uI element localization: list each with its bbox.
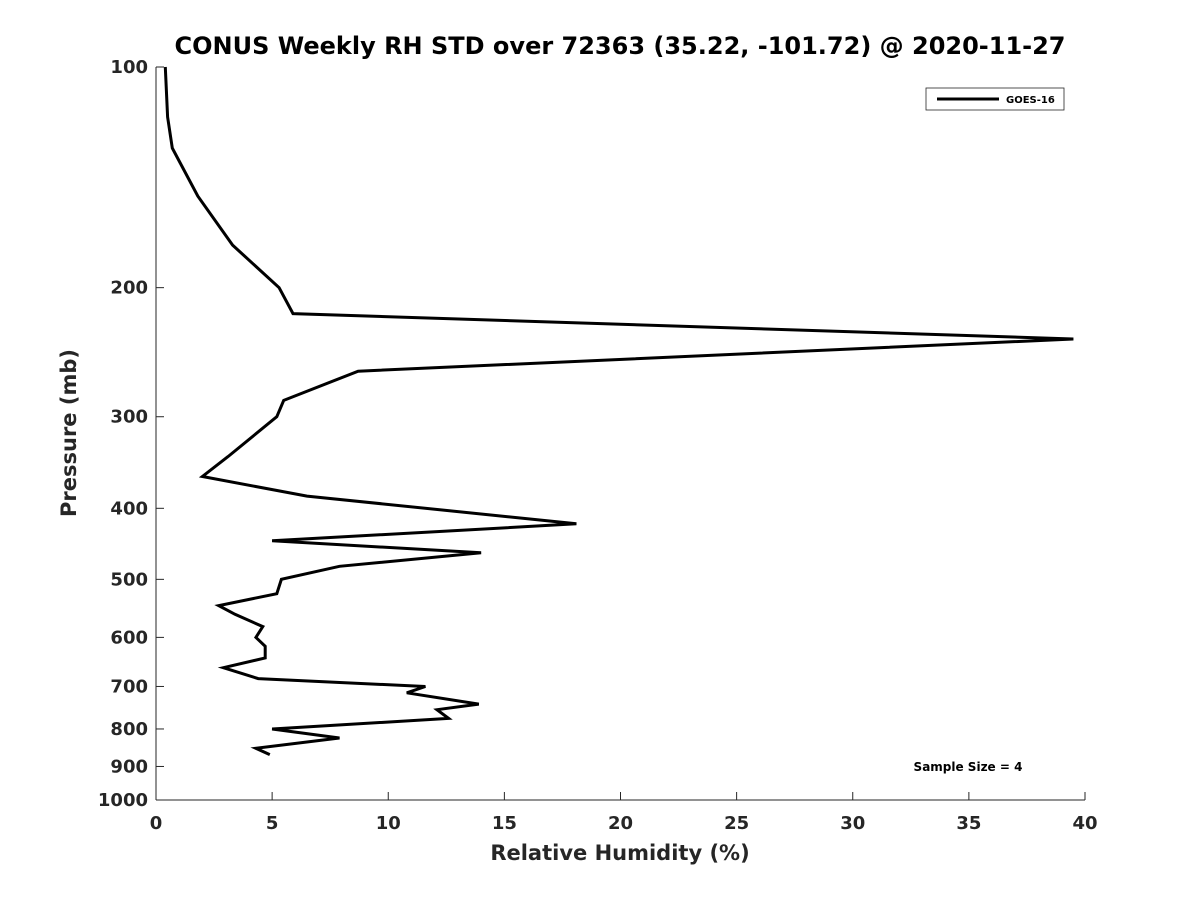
- x-tick-label-0: 0: [150, 813, 163, 834]
- x-axis-label: Relative Humidity (%): [490, 841, 749, 865]
- x-tick-label-40: 40: [1072, 813, 1097, 834]
- y-tick-label-800: 800: [110, 719, 148, 740]
- x-tick-label-25: 25: [724, 813, 749, 834]
- series-layer: [163, 66, 1074, 756]
- plot-area: [156, 67, 1085, 800]
- x-tick-label-35: 35: [956, 813, 981, 834]
- y-tick-label-300: 300: [110, 407, 148, 428]
- y-tick-label-600: 600: [110, 627, 148, 648]
- x-tick-label-10: 10: [376, 813, 401, 834]
- y-tick-label-100: 100: [110, 57, 148, 78]
- x-tick-label-5: 5: [266, 813, 279, 834]
- sample-size-annotation: Sample Size = 4: [914, 760, 1023, 774]
- x-tick-label-15: 15: [492, 813, 517, 834]
- y-axis-label: Pressure (mb): [57, 349, 81, 517]
- legend-entry-goes-16: GOES-16: [1006, 95, 1055, 106]
- y-axis-ticks: 100 200 300 400 500 600 700 800 900 1000: [98, 57, 164, 811]
- x-axis-ticks: 0 5 10 15 20 25 30 35 40: [150, 792, 1098, 834]
- series-line-goes-16: [163, 66, 1074, 756]
- y-tick-label-500: 500: [110, 569, 148, 590]
- legend: GOES-16: [925, 87, 1065, 111]
- y-tick-label-200: 200: [110, 278, 148, 299]
- y-tick-label-400: 400: [110, 498, 148, 519]
- x-tick-label-30: 30: [840, 813, 865, 834]
- x-tick-label-20: 20: [608, 813, 633, 834]
- chart-title: CONUS Weekly RH STD over 72363 (35.22, -…: [174, 32, 1065, 60]
- y-tick-label-700: 700: [110, 676, 148, 697]
- y-tick-label-900: 900: [110, 756, 148, 777]
- y-tick-label-1000: 1000: [98, 790, 148, 811]
